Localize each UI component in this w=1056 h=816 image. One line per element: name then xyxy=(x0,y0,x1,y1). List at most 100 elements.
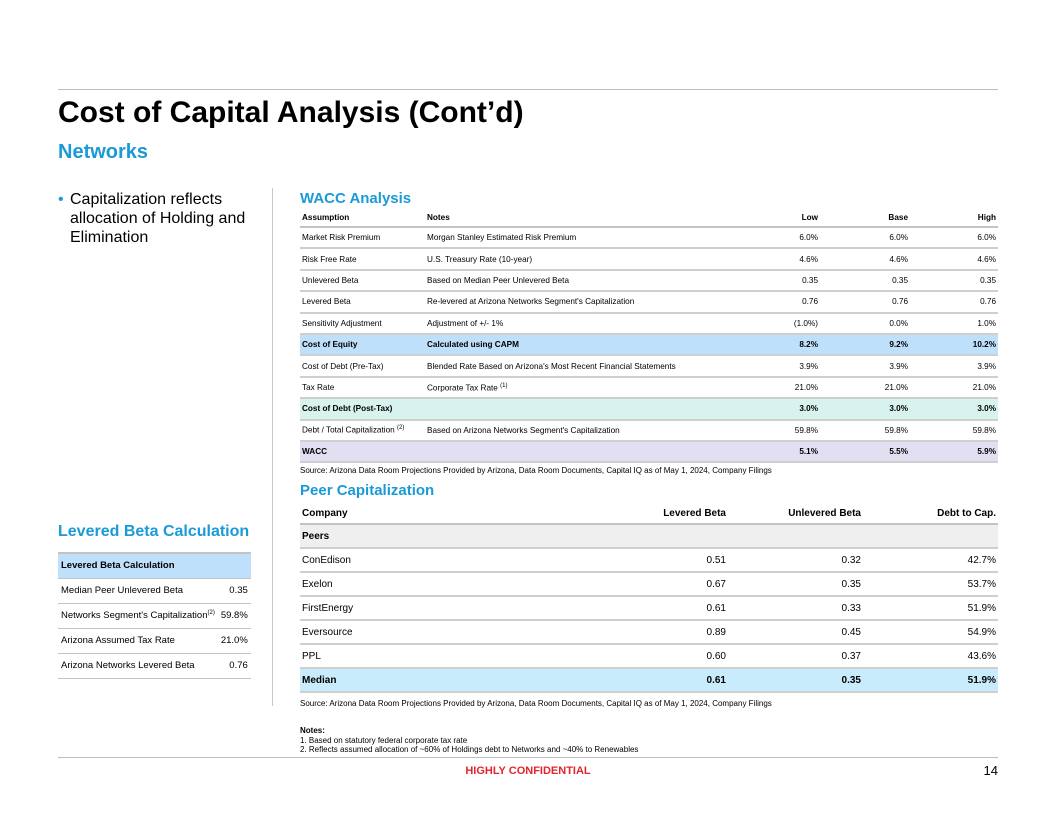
col-assumption: Assumption xyxy=(300,208,425,228)
high-value: 0.35 xyxy=(910,269,998,293)
low-value: (1.0%) xyxy=(730,312,820,335)
unlevered-beta-cell: 0.33 xyxy=(728,596,863,621)
notes-cell: Re-levered at Arizona Networks Segment's… xyxy=(425,291,730,314)
company-cell: Exelon xyxy=(300,572,598,597)
page-title: Cost of Capital Analysis (Cont’d) xyxy=(58,96,524,129)
company-cell: Eversource xyxy=(300,620,598,645)
debt-to-cap-cell: 51.9% xyxy=(863,596,998,621)
label-cell: Arizona Networks Levered Beta xyxy=(58,653,218,679)
footnote-ref: (2) xyxy=(396,425,405,432)
assumption-cell: Market Risk Premium xyxy=(300,227,425,250)
wacc-title: WACC Analysis xyxy=(300,190,412,207)
col-debt-to-cap: Debt to Cap. xyxy=(863,503,998,525)
high-value: 5.9% xyxy=(910,440,998,464)
levered-beta-row: Arizona Networks Levered Beta 0.76 xyxy=(58,653,251,679)
bullet-point: • Capitalization reflects allocation of H… xyxy=(58,191,246,246)
col-low: Low xyxy=(730,208,820,228)
column-divider xyxy=(272,188,273,706)
base-value: 5.5% xyxy=(820,440,910,464)
wacc-source: Source: Arizona Data Room Projections Pr… xyxy=(300,466,772,475)
levered-beta-cell: 0.89 xyxy=(598,620,728,645)
wacc-row: Cost of Debt (Post-Tax) 3.0% 3.0% 3.0% xyxy=(300,398,998,421)
footnote-ref: (1) xyxy=(500,382,508,389)
low-value: 0.35 xyxy=(730,269,820,293)
debt-to-cap-cell: 54.9% xyxy=(863,620,998,645)
notes-cell: Based on Arizona Networks Segment's Capi… xyxy=(425,419,730,442)
base-value: 9.2% xyxy=(820,333,910,357)
peer-table: Company Levered Beta Unlevered Beta Debt… xyxy=(300,503,998,693)
levered-beta-row: Median Peer Unlevered Beta 0.35 xyxy=(58,578,251,604)
high-value: 10.2% xyxy=(910,333,998,357)
notes-cell: Calculated using CAPM xyxy=(425,333,730,357)
unlevered-beta-cell: 0.35 xyxy=(728,572,863,597)
low-value: 8.2% xyxy=(730,333,820,357)
levered-beta-cell: 0.51 xyxy=(598,548,728,573)
peer-row: Eversource 0.89 0.45 54.9% xyxy=(300,620,998,645)
low-value: 21.0% xyxy=(730,376,820,400)
value-cell: 21.0% xyxy=(217,628,251,654)
debt-to-cap-cell: 42.7% xyxy=(863,548,998,573)
base-value: 0.35 xyxy=(820,269,910,293)
col-base: Base xyxy=(820,208,910,228)
assumption-cell: Debt / Total Capitalization (2) xyxy=(300,419,425,442)
notes-cell xyxy=(425,440,730,464)
median-cell: 0.35 xyxy=(728,668,863,693)
col-unlevered-beta: Unlevered Beta xyxy=(728,503,863,525)
low-value: 0.76 xyxy=(730,291,820,314)
peer-row: ConEdison 0.51 0.32 42.7% xyxy=(300,548,998,573)
bottom-rule xyxy=(58,757,998,758)
notes-cell: U.S. Treasury Rate (10-year) xyxy=(425,248,730,271)
peer-source: Source: Arizona Data Room Projections Pr… xyxy=(300,699,772,708)
notes-cell: Based on Median Peer Unlevered Beta xyxy=(425,269,730,293)
wacc-row: Levered Beta Re-levered at Arizona Networ… xyxy=(300,291,998,314)
assumption-cell: Levered Beta xyxy=(300,291,425,314)
median-cell: 0.61 xyxy=(598,668,728,693)
debt-to-cap-cell: 53.7% xyxy=(863,572,998,597)
low-value: 59.8% xyxy=(730,419,820,442)
wacc-table: Assumption Notes Low Base High Market Ri… xyxy=(300,208,998,464)
levered-beta-cell: 0.67 xyxy=(598,572,728,597)
unlevered-beta-cell: 0.37 xyxy=(728,644,863,669)
col-company: Company xyxy=(300,503,598,525)
company-cell: ConEdison xyxy=(300,548,598,573)
high-value: 3.9% xyxy=(910,355,998,378)
assumption-cell: Unlevered Beta xyxy=(300,269,425,293)
note-item: 1. Based on statutory federal corporate … xyxy=(300,735,468,745)
base-value: 3.0% xyxy=(820,398,910,421)
wacc-row: Sensitivity Adjustment Adjustment of +/- … xyxy=(300,312,998,335)
wacc-row: Tax Rate Corporate Tax Rate (1) 21.0% 21.0%… xyxy=(300,376,998,400)
label-cell: Median Peer Unlevered Beta xyxy=(58,578,218,604)
note-item: 2. Reflects assumed allocation of ~60% o… xyxy=(300,745,639,754)
assumption-cell: Risk Free Rate xyxy=(300,248,425,271)
base-value: 0.76 xyxy=(820,291,910,314)
levered-beta-cell: 0.60 xyxy=(598,644,728,669)
low-value: 3.0% xyxy=(730,398,820,421)
confidential-label: HIGHLY CONFIDENTIAL xyxy=(465,765,591,777)
page-subtitle: Networks xyxy=(58,141,149,163)
high-value: 1.0% xyxy=(910,312,998,335)
bullet-icon: • xyxy=(58,191,64,208)
median-row: Median 0.61 0.35 51.9% xyxy=(300,668,998,693)
high-value: 4.6% xyxy=(910,248,998,271)
high-value: 59.8% xyxy=(910,419,998,442)
company-cell: PPL xyxy=(300,644,598,669)
peers-group-row: Peers xyxy=(300,524,998,549)
notes-title: Notes: xyxy=(300,726,325,735)
wacc-row: WACC 5.1% 5.5% 5.9% xyxy=(300,440,998,464)
col-levered-beta: Levered Beta xyxy=(598,503,728,525)
wacc-row: Cost of Debt (Pre-Tax) Blended Rate Based… xyxy=(300,355,998,378)
wacc-row: Unlevered Beta Based on Median Peer Unlev… xyxy=(300,269,998,293)
wacc-row: Debt / Total Capitalization (2) Based on … xyxy=(300,419,998,442)
levered-beta-title: Levered Beta Calculation xyxy=(58,523,250,540)
assumption-cell: WACC xyxy=(300,440,425,464)
wacc-row: Risk Free Rate U.S. Treasury Rate (10-yea… xyxy=(300,248,998,271)
low-value: 6.0% xyxy=(730,227,820,250)
low-value: 4.6% xyxy=(730,248,820,271)
wacc-row: Market Risk Premium Morgan Stanley Estima… xyxy=(300,227,998,250)
levered-beta-cell: 0.61 xyxy=(598,596,728,621)
notes: Notes: 1. Based on statutory federal cor… xyxy=(300,726,638,755)
assumption-cell: Tax Rate xyxy=(300,376,425,400)
unlevered-beta-cell: 0.45 xyxy=(728,620,863,645)
wacc-row: Cost of Equity Calculated using CAPM 8.2% 9… xyxy=(300,333,998,357)
median-cell: 51.9% xyxy=(863,668,998,693)
